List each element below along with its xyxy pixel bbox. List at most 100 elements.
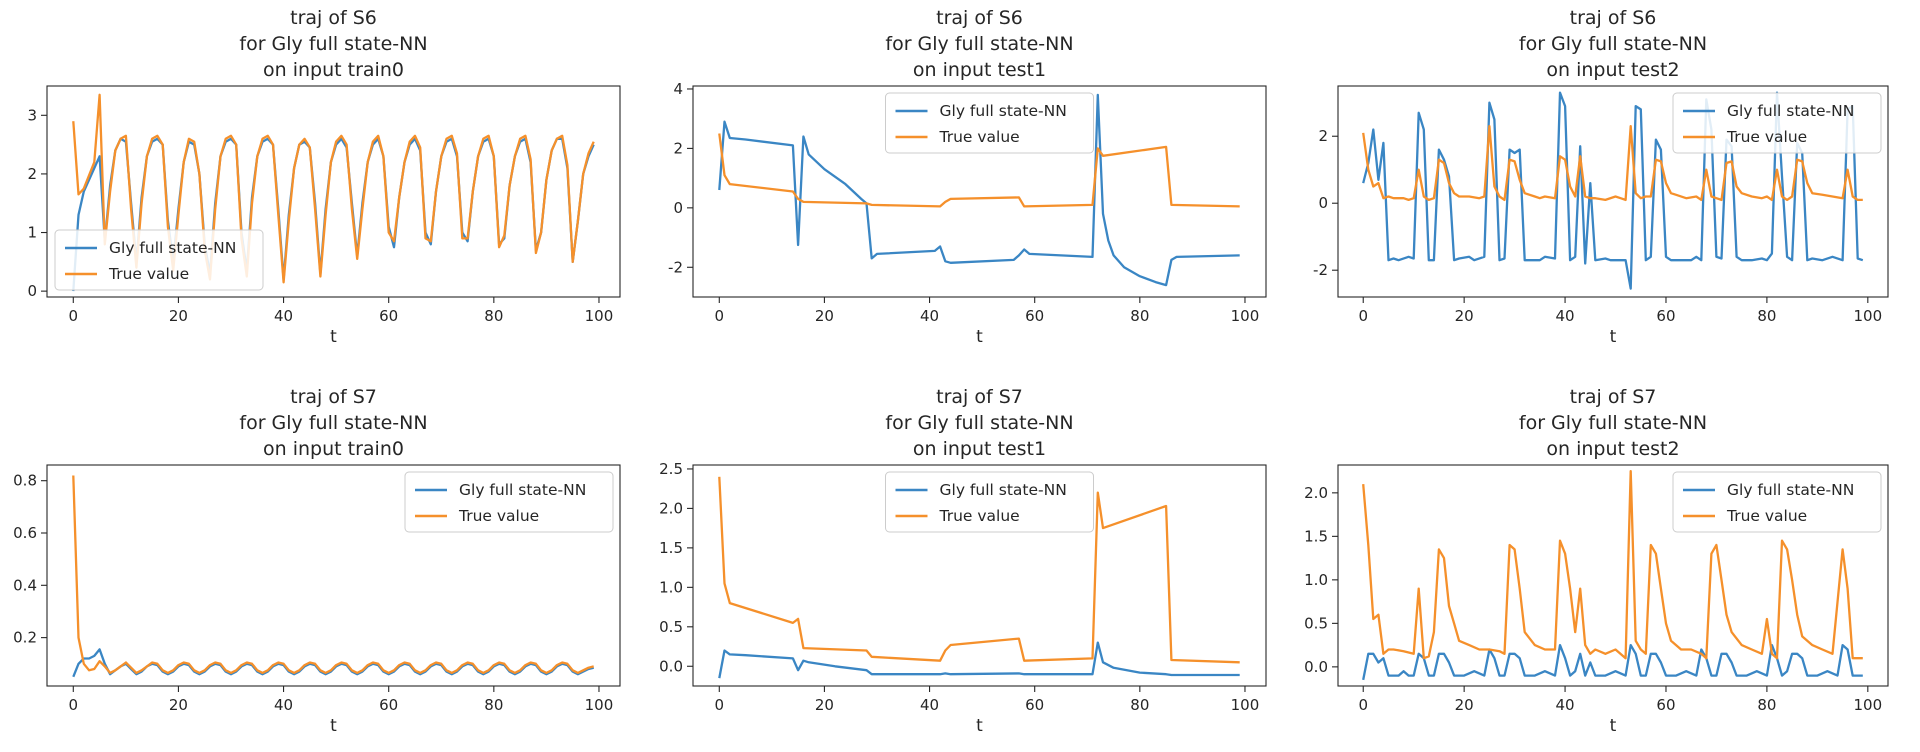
- subplot-title-line: on input test1: [913, 438, 1046, 460]
- x-axis-label: t: [1610, 716, 1617, 736]
- subplot-title-line: traj of S7: [1570, 386, 1657, 408]
- y-tick-label: 0.4: [13, 576, 37, 594]
- x-tick-label: 0: [69, 696, 79, 714]
- axes-frame: [692, 464, 1267, 687]
- axes-frame: [692, 85, 1267, 298]
- legend-box: [885, 471, 1094, 533]
- x-tick-label: 20: [169, 696, 188, 714]
- x-tick-label: 80: [484, 696, 503, 714]
- y-tick-label: 0.8: [13, 472, 37, 490]
- axes-frame: [1337, 464, 1889, 687]
- legend: Gly full state-NN True value: [404, 471, 614, 533]
- subplot-5: traj of S7 for Gly full state-NN on input …: [659, 386, 1267, 736]
- x-axis-label: t: [1610, 327, 1617, 347]
- x-tick-label: 100: [585, 307, 614, 325]
- x-tick-label: 40: [1556, 696, 1575, 714]
- x-tick-label: 40: [920, 696, 939, 714]
- subplot-title-line: traj of S6: [290, 7, 377, 29]
- x-tick-label: 100: [1231, 696, 1260, 714]
- x-tick-label: 80: [1130, 696, 1149, 714]
- x-tick-label: 20: [815, 696, 834, 714]
- x-tick-label: 40: [1556, 307, 1575, 325]
- y-tick-label: 0.6: [13, 524, 37, 542]
- y-tick-label: 1.5: [659, 539, 683, 557]
- subplot-title-line: traj of S7: [290, 386, 377, 408]
- x-tick-label: 0: [69, 307, 79, 325]
- y-tick-label: 1: [27, 224, 37, 242]
- subplot-title-line: traj of S6: [1570, 7, 1657, 29]
- legend-box: [54, 229, 264, 291]
- series-line-model: [718, 641, 1240, 679]
- subplot-title-line: for Gly full state-NN: [239, 33, 427, 55]
- subplot-title-line: for Gly full state-NN: [1519, 412, 1707, 434]
- subplot-4: traj of S7 for Gly full state-NN on input …: [13, 386, 621, 736]
- legend-box: [1672, 92, 1882, 154]
- x-tick-label: 100: [1231, 307, 1260, 325]
- axes-frame: [1337, 85, 1889, 298]
- subplot-2: traj of S6 for Gly full state-NN on input …: [668, 7, 1267, 347]
- y-tick-label: 1.0: [1304, 571, 1328, 589]
- y-tick-label: 2.5: [659, 460, 683, 478]
- subplot-title-line: on input train0: [263, 59, 404, 81]
- y-tick-label: 0.2: [13, 629, 37, 647]
- subplot-title-line: on input test1: [913, 59, 1046, 81]
- x-tick-label: 40: [274, 696, 293, 714]
- subplot-title-line: on input train0: [263, 438, 404, 460]
- y-tick-label: 2: [27, 165, 37, 183]
- x-tick-label: 20: [815, 307, 834, 325]
- y-tick-label: -2: [1313, 261, 1328, 279]
- legend: Gly full state-NN True value: [885, 92, 1094, 154]
- series-line-true: [718, 476, 1240, 664]
- x-tick-label: 0: [715, 307, 725, 325]
- x-tick-label: 20: [169, 307, 188, 325]
- x-tick-label: 80: [1757, 696, 1776, 714]
- legend-box: [404, 471, 614, 533]
- axes-frame: [46, 85, 621, 298]
- subplot-3: traj of S6 for Gly full state-NN on input …: [1313, 7, 1889, 347]
- x-tick-label: 20: [1455, 696, 1474, 714]
- subplot-title-line: for Gly full state-NN: [1519, 33, 1707, 55]
- x-tick-label: 80: [1130, 307, 1149, 325]
- legend-entry: Gly full state-NN: [1727, 102, 1854, 120]
- legend-entry: Gly full state-NN: [459, 481, 586, 499]
- legend: Gly full state-NN True value: [54, 229, 264, 291]
- legend-entry: True value: [1726, 507, 1807, 525]
- x-tick-label: 100: [585, 696, 614, 714]
- y-tick-label: 0.5: [659, 618, 683, 636]
- legend-entry: Gly full state-NN: [940, 102, 1067, 120]
- x-tick-label: 0: [1358, 696, 1368, 714]
- legend-box: [885, 92, 1094, 154]
- x-tick-label: 100: [1853, 696, 1882, 714]
- subplot-6: traj of S7 for Gly full state-NN on input …: [1304, 386, 1889, 736]
- y-tick-label: 1.0: [659, 578, 683, 596]
- y-tick-label: 3: [27, 106, 37, 124]
- x-tick-label: 40: [274, 307, 293, 325]
- y-tick-label: 1.5: [1304, 527, 1328, 545]
- x-tick-label: 100: [1853, 307, 1882, 325]
- legend-box: [1672, 471, 1882, 533]
- x-tick-label: 80: [1757, 307, 1776, 325]
- series-line-true: [72, 93, 595, 284]
- x-axis-label: t: [976, 327, 983, 347]
- legend-entry: Gly full state-NN: [1727, 481, 1854, 499]
- subplot-title-line: traj of S7: [936, 386, 1023, 408]
- series-line-true: [72, 475, 594, 675]
- axes-frame: [46, 464, 621, 687]
- y-tick-label: 0.5: [1304, 614, 1328, 632]
- x-tick-label: 20: [1455, 307, 1474, 325]
- legend: Gly full state-NN True value: [1672, 471, 1882, 533]
- subplot-title-line: for Gly full state-NN: [885, 412, 1073, 434]
- y-tick-label: 0.0: [659, 657, 683, 675]
- legend-entry: True value: [939, 507, 1020, 525]
- subplot-1: traj of S6 for Gly full state-NN on input …: [27, 7, 621, 347]
- x-tick-label: 60: [1656, 696, 1675, 714]
- subplot-title-line: on input test2: [1546, 438, 1679, 460]
- legend-entry: Gly full state-NN: [940, 481, 1067, 499]
- series-line-true: [1362, 469, 1863, 660]
- subplot-title-line: on input test2: [1546, 59, 1679, 81]
- y-tick-label: 2: [1318, 127, 1328, 145]
- y-tick-label: 0: [27, 282, 37, 300]
- series-line-true: [718, 133, 1240, 208]
- subplot-title-line: for Gly full state-NN: [885, 33, 1073, 55]
- x-axis-label: t: [976, 716, 983, 736]
